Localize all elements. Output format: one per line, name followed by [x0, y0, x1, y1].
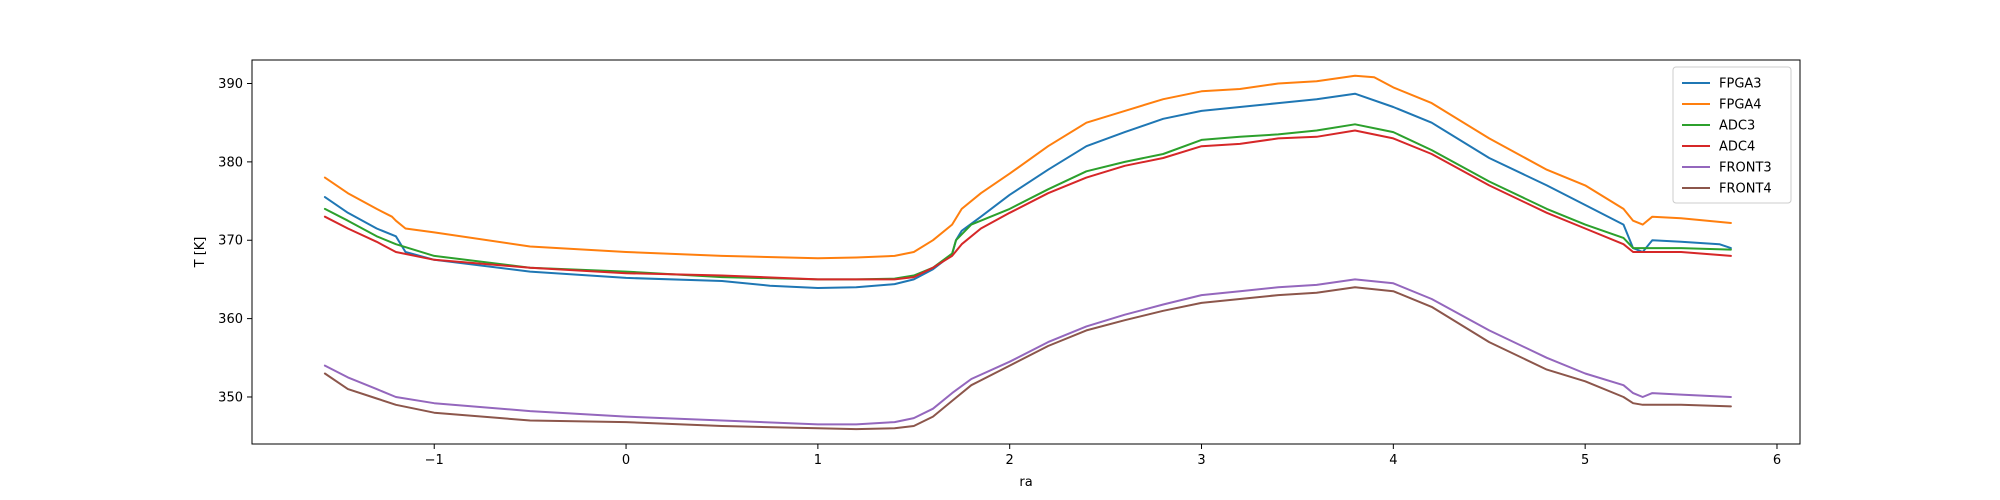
series-layer — [323, 74, 1732, 431]
series-line-front4 — [323, 286, 1732, 431]
x-tick-label: 0 — [622, 453, 630, 468]
y-axis-label: T [K] — [193, 237, 208, 269]
y-tick-label: 360 — [218, 312, 243, 327]
legend-label-adc4: ADC4 — [1719, 140, 1755, 155]
plot-area-frame — [251, 59, 1801, 445]
x-tick-label: −1 — [425, 453, 444, 468]
legend-label-fpga3: FPGA3 — [1719, 77, 1762, 92]
y-tick-label: 380 — [218, 155, 243, 170]
x-axis-ticks: −1 0 1 2 3 4 5 6 — [425, 444, 1781, 468]
x-tick-label: 2 — [1006, 453, 1014, 468]
legend-label-front4: FRONT4 — [1719, 182, 1772, 197]
x-tick-label: 6 — [1773, 453, 1781, 468]
x-tick-label: 4 — [1389, 453, 1397, 468]
legend-box — [1672, 66, 1792, 204]
y-tick-label: 350 — [218, 390, 243, 405]
series-line-fpga4 — [323, 74, 1732, 260]
x-axis-label: ra — [1019, 475, 1032, 490]
series-line-adc4 — [323, 129, 1732, 281]
series-line-front3 — [323, 278, 1732, 426]
y-tick-label: 370 — [218, 234, 243, 249]
legend: FPGA3 FPGA4 ADC3 ADC4 FRONT3 FRONT4 — [1672, 66, 1792, 204]
x-tick-label: 1 — [814, 453, 822, 468]
series-line-adc3 — [323, 123, 1732, 281]
legend-label-fpga4: FPGA4 — [1719, 98, 1762, 113]
x-tick-label: 3 — [1197, 453, 1205, 468]
x-tick-label: 5 — [1581, 453, 1589, 468]
legend-label-adc3: ADC3 — [1719, 119, 1755, 134]
y-tick-label: 390 — [218, 77, 243, 92]
series-line-fpga3 — [323, 92, 1732, 289]
y-axis-ticks: 350 360 370 380 390 — [218, 77, 252, 405]
legend-label-front3: FRONT3 — [1719, 161, 1772, 176]
